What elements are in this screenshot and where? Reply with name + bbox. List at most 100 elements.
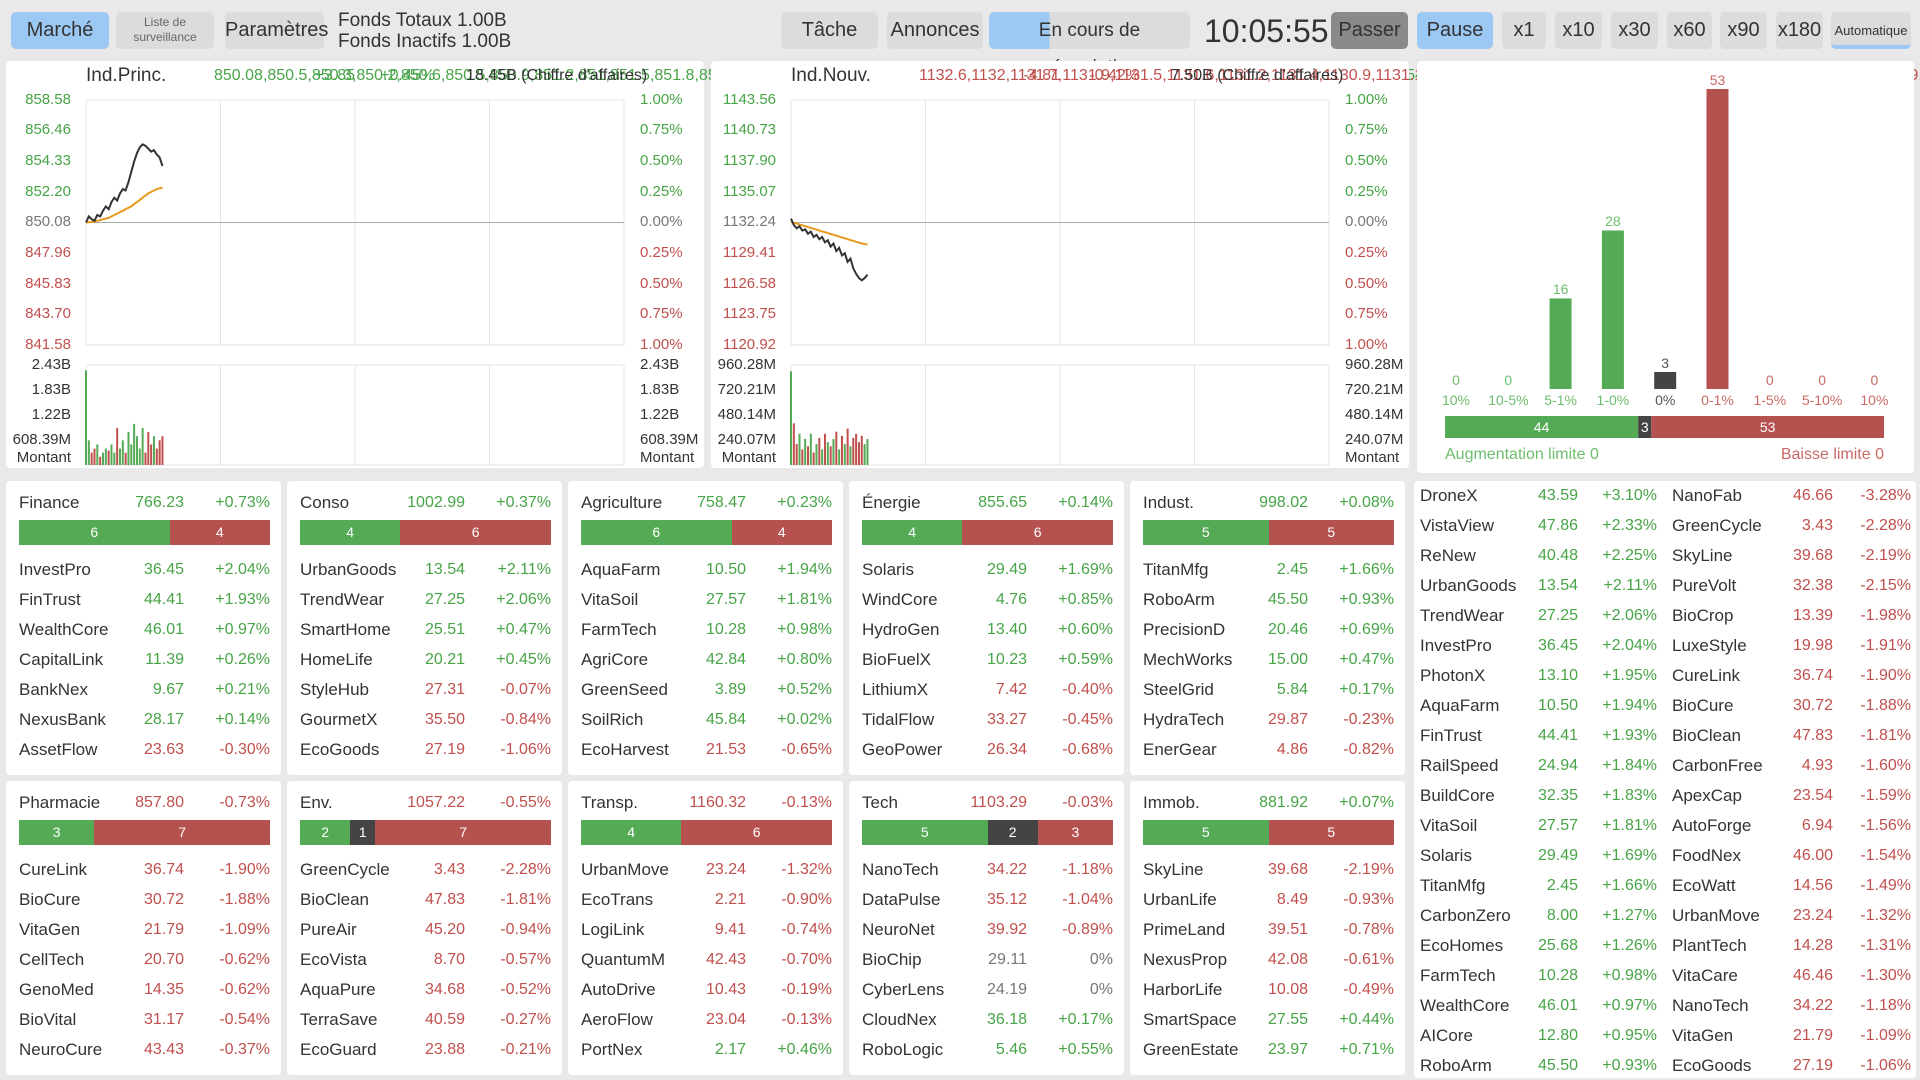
button[interactable]: x1	[1502, 12, 1546, 49]
stock-percent: -2.15%	[1860, 577, 1911, 594]
volume-axis-label: Montant	[16, 448, 71, 466]
y-tick-label: 1129.41	[722, 243, 776, 261]
button[interactable]: x30	[1611, 12, 1658, 49]
y2-tick-label: 0.25%	[1345, 182, 1388, 200]
sector-percent: +0.08%	[1339, 494, 1394, 511]
stock-percent: +1.94%	[777, 561, 832, 578]
stock-price: 40.59	[424, 1011, 465, 1028]
button[interactable]: Tâche	[781, 12, 878, 49]
volume-tick-label: 720.21M	[1345, 380, 1404, 398]
stock-percent: -0.93%	[1343, 891, 1394, 908]
y-tick-label: 1137.90	[722, 152, 776, 169]
stock-name: GreenEstate	[1143, 1040, 1239, 1060]
stock-percent: -0.52%	[500, 981, 551, 998]
stock-price: 26.34	[986, 741, 1027, 758]
count-segment	[169, 520, 270, 545]
y2-tick-label: 0.00%	[640, 213, 683, 231]
button[interactable]: Annonces	[887, 12, 983, 49]
button[interactable]: Passer	[1331, 12, 1408, 49]
button[interactable]: Pause	[1417, 12, 1493, 49]
index-change: -4.81	[1023, 67, 1060, 84]
stock-percent: -1.91%	[1860, 637, 1911, 654]
stock-percent: -3.28%	[1860, 487, 1911, 504]
stock-name: NanoTech	[862, 860, 939, 880]
stock-name: NanoFab	[1672, 486, 1742, 506]
stock-percent: +0.02%	[777, 711, 832, 728]
stock-percent: -1.06%	[1860, 1057, 1911, 1074]
volume-tick-label: 1.22B	[640, 405, 680, 423]
volume-bar	[821, 449, 824, 465]
sector-percent: +0.14%	[1058, 494, 1113, 511]
stock-name: EcoHomes	[1420, 936, 1504, 956]
sector-percent: +0.73%	[215, 494, 270, 511]
stock-name: WealthCore	[1420, 996, 1510, 1016]
stock-price: 47.86	[1537, 517, 1578, 534]
button[interactable]: Liste de surveillance	[116, 12, 214, 49]
stock-name: TrendWear	[300, 590, 385, 610]
stock-percent: +0.55%	[1058, 1041, 1113, 1058]
button[interactable]: x90	[1720, 12, 1767, 49]
stock-percent: +0.95%	[1602, 1027, 1657, 1044]
stock-name: UrbanLife	[1143, 890, 1217, 910]
stock-price: 34.22	[1792, 997, 1833, 1014]
stock-name: WealthCore	[19, 620, 109, 640]
button[interactable]: Automatique	[1831, 12, 1911, 49]
bar-value-label: 0	[1870, 371, 1879, 388]
stock-price: 43.43	[143, 1041, 184, 1058]
stock-name: DataPulse	[862, 890, 941, 910]
count-label: 1	[358, 824, 367, 840]
stock-name: VitaGen	[1672, 1026, 1734, 1046]
stock-price: 14.56	[1792, 877, 1833, 894]
y-tick-label: 1135.07	[722, 182, 776, 200]
stock-percent: +0.21%	[215, 681, 270, 698]
stock-price: 13.54	[1537, 577, 1578, 594]
stock-name: VitaCare	[1672, 966, 1738, 986]
stock-price: 25.68	[1537, 937, 1578, 954]
y2-tick-label: 0.25%	[640, 182, 683, 200]
count-segment	[581, 820, 682, 845]
volume-tick-label: 960.28M	[1345, 355, 1404, 373]
volume-bar	[85, 370, 87, 465]
button[interactable]: En cours de négociation	[989, 12, 1190, 78]
stock-percent: +3.10%	[1602, 487, 1657, 504]
stock-name: AquaFarm	[581, 560, 661, 580]
bar-value-label: 0	[1765, 371, 1774, 388]
button[interactable]: x10	[1555, 12, 1602, 49]
stock-price: 24.19	[986, 981, 1027, 998]
stock-name: InvestPro	[19, 560, 91, 580]
summary-label: 3	[1640, 418, 1649, 435]
volume-bar	[852, 437, 855, 465]
stock-percent: +1.84%	[1602, 757, 1657, 774]
volume-bar	[843, 444, 846, 465]
stock-percent: +0.69%	[1339, 621, 1394, 638]
stock-name: BioChip	[862, 950, 922, 970]
volume-bar	[155, 448, 158, 465]
volume-bar	[840, 435, 843, 465]
stock-price: 19.98	[1792, 637, 1833, 654]
volume-bar	[138, 448, 141, 465]
stock-name: BankNex	[19, 680, 88, 700]
stock-name: CureLink	[19, 860, 88, 880]
stock-price: 25.51	[424, 621, 465, 638]
y2-tick-label: 1.00%	[1345, 90, 1388, 108]
sector-panel: Env. 1057.22 -0.55% 2 1 7 GreenCycle 3.43 -2.28%…	[287, 781, 562, 1075]
stock-percent: +0.98%	[777, 621, 832, 638]
stock-price: 11.39	[145, 651, 184, 668]
button[interactable]: x60	[1667, 12, 1712, 49]
button[interactable]: x180	[1776, 12, 1823, 49]
stock-name: ApexCap	[1672, 786, 1742, 806]
button[interactable]: Marché	[11, 12, 109, 49]
button[interactable]: Paramètres	[225, 12, 328, 49]
y-tick-label: 858.58	[25, 90, 71, 108]
stock-price: 46.01	[143, 621, 184, 638]
stock-price: 45.20	[424, 921, 465, 938]
stock-name: SmartSpace	[1143, 1010, 1237, 1030]
stock-name: RoboArm	[1143, 590, 1215, 610]
y2-tick-label: 1.00%	[640, 335, 683, 353]
y2-tick-label: 0.25%	[640, 243, 683, 261]
volume-bar	[818, 437, 821, 465]
y2-tick-label: 0.25%	[1345, 243, 1388, 261]
stock-price: 27.57	[705, 591, 746, 608]
volume-bar	[116, 427, 119, 465]
stock-name: BioFuelX	[862, 650, 931, 670]
